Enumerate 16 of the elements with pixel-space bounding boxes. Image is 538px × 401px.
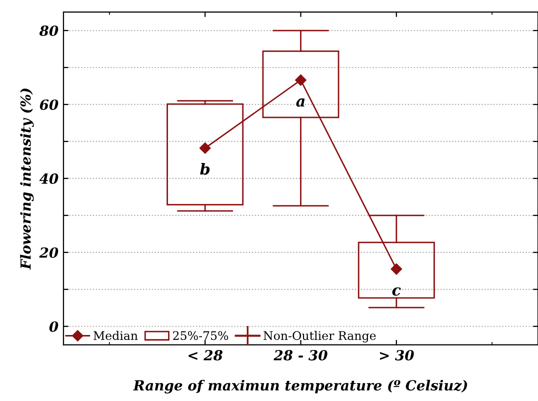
y-tick-label: 40 xyxy=(39,173,58,184)
annotation: Non-Outlier Range xyxy=(264,330,376,342)
x-tick-label: > 30 xyxy=(380,350,414,360)
y-tick-label: 80 xyxy=(39,25,58,36)
annotation: c xyxy=(392,287,401,296)
text: Median xyxy=(94,330,138,340)
x-tick-label: 28 - 30 xyxy=(274,350,328,360)
y-tick-label: 60 xyxy=(40,99,58,110)
annotation: b xyxy=(200,162,210,175)
y-tick-label: 0 xyxy=(49,321,58,332)
x-axis-title: Range of maximun temperature (º Celsiuz) xyxy=(132,380,468,394)
y-tick-label: 20 xyxy=(39,247,58,258)
y-axis-title: Flowering intensity (%) xyxy=(20,88,34,270)
x-tick-label: < 28 xyxy=(188,350,222,360)
annotation: a xyxy=(296,98,305,107)
legend-label: 25%-75% xyxy=(173,331,228,340)
